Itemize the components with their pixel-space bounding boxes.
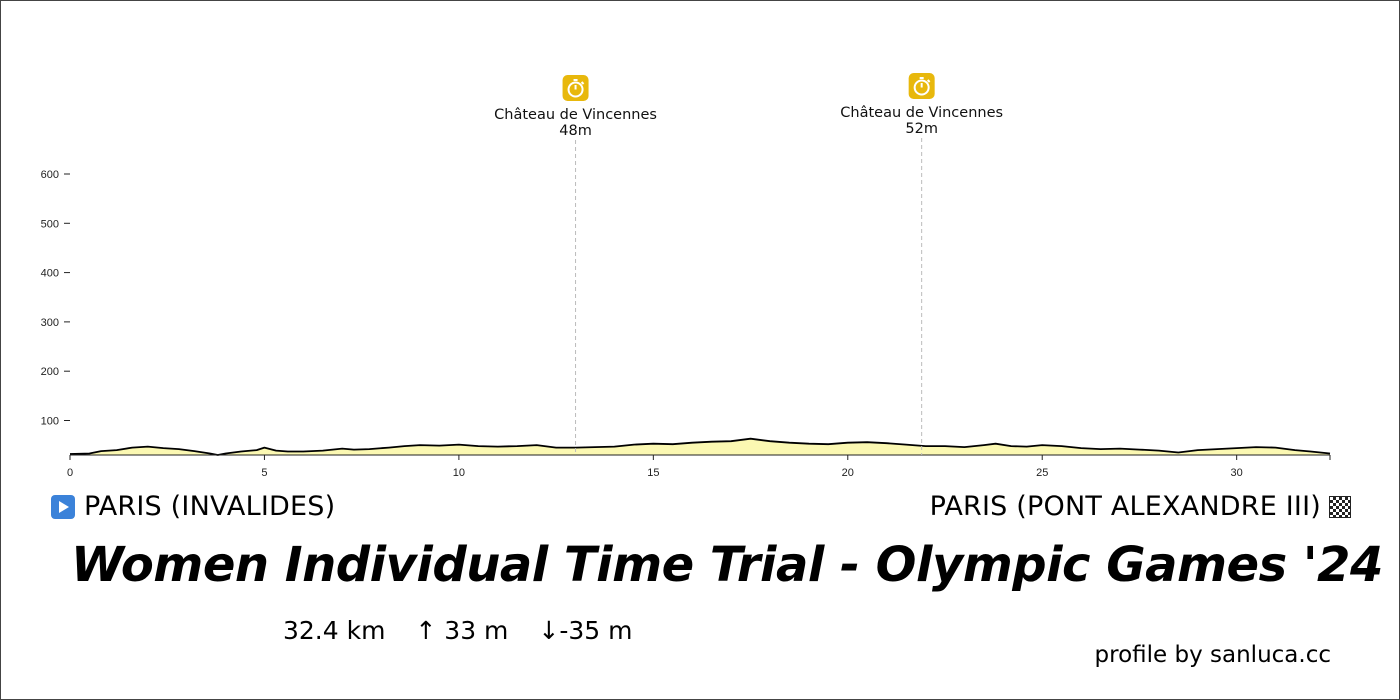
finish-location-label: PARIS (PONT ALEXANDRE III) (929, 491, 1321, 522)
x-tick-label: 10 (453, 467, 465, 479)
descent-stat: ↓-35 m (538, 616, 633, 645)
credit-text: profile by sanluca.cc (1094, 642, 1331, 668)
stopwatch-icon (908, 73, 935, 99)
waypoint-name: Château de Vincennes (840, 105, 1003, 121)
chart-title: Women Individual Time Trial - Olympic Ga… (71, 537, 1383, 593)
finish-location: PARIS (PONT ALEXANDRE III) (930, 491, 1351, 522)
x-tick-label: 25 (1036, 467, 1048, 479)
y-tick-label: 300 (41, 317, 59, 329)
y-tick-label: 500 (41, 218, 59, 230)
elevation-line (69, 437, 1331, 456)
x-tick-label: 30 (1231, 467, 1243, 479)
x-tick-label: 15 (647, 467, 659, 479)
y-tick-label: 200 (41, 366, 59, 378)
elevation-chart: 100 200 300 400 500 600 0 5 10 15 20 25 30 Château de… (41, 73, 1331, 479)
play-icon (51, 494, 75, 519)
waypoint-elevation: 48m (559, 123, 592, 139)
waypoint-elevation: 52m (905, 121, 938, 137)
ascent-stat: ↑ 33 m (415, 616, 509, 645)
elevation-area (70, 438, 1330, 455)
x-tick-label: 0 (67, 467, 73, 479)
route-stats: 32.4 km ↑ 33 m ↓-35 m (283, 616, 654, 645)
x-tick-label: 5 (261, 467, 267, 479)
waypoint-name: Château de Vincennes (494, 107, 657, 123)
start-location: PARIS (INVALIDES) (51, 491, 335, 522)
y-tick-label: 100 (41, 415, 59, 427)
start-location-label: PARIS (INVALIDES) (84, 491, 336, 522)
distance-stat: 32.4 km (283, 616, 386, 645)
y-tick-label: 600 (41, 169, 59, 181)
x-tick-label: 20 (842, 467, 854, 479)
y-tick-label: 400 (41, 268, 59, 280)
stopwatch-icon (562, 75, 589, 101)
checkered-flag-icon (1329, 495, 1351, 518)
